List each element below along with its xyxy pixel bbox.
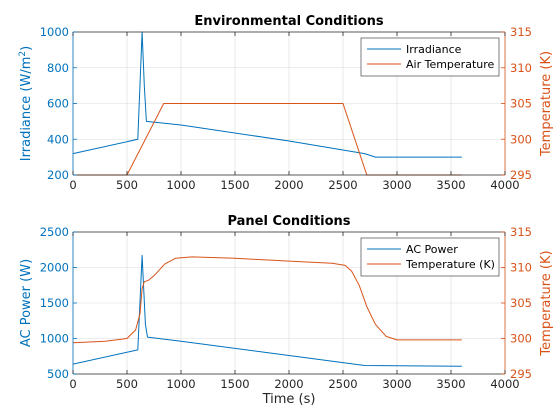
legend-entry: Air Temperature xyxy=(406,58,495,71)
y-left-tick-label: 600 xyxy=(47,97,69,111)
x-tick-label: 3000 xyxy=(382,178,411,192)
y-left-tick-label: 200 xyxy=(47,168,69,182)
x-axis-label: Time (s) xyxy=(262,392,316,407)
legend: Irradiance Air Temperature xyxy=(360,37,500,77)
x-tick-label: 2500 xyxy=(328,377,357,391)
y-left-tick-label: 1000 xyxy=(40,332,69,346)
y-left-tick-label: 2500 xyxy=(40,225,69,239)
series-line-irradiance xyxy=(72,31,462,158)
x-tick-label: 2000 xyxy=(274,377,303,391)
y-right-tick-label: 300 xyxy=(510,332,532,346)
y-right-tick-label: 295 xyxy=(510,168,532,182)
y-right-tick-label: 305 xyxy=(510,296,532,310)
y-left-axis-label: AC Power (W) xyxy=(19,259,34,347)
x-tick-label: 3500 xyxy=(436,178,465,192)
y-left-tick-label: 800 xyxy=(47,61,69,75)
chart-title: Panel Conditions xyxy=(227,214,350,229)
x-tick-label: 0 xyxy=(69,178,76,192)
y-left-tick-label: 1500 xyxy=(40,296,69,310)
x-tick-label: 1500 xyxy=(220,178,249,192)
x-tick-label: 1000 xyxy=(166,178,195,192)
y-left-tick-label: 500 xyxy=(47,367,69,381)
legend-box xyxy=(360,37,500,77)
x-tick-label: 1500 xyxy=(220,377,249,391)
series-line-ac-power xyxy=(72,254,462,367)
environmental-conditions-chart: 0 500 1000 1500 2000 2500 3000 3500 4000 200 400 60… xyxy=(18,14,554,192)
x-tick-label: 0 xyxy=(69,377,76,391)
panel-conditions-chart: 0 500 1000 1500 2000 2500 3000 3500 400050010001… xyxy=(19,214,554,407)
y-right-tick-label: 305 xyxy=(510,97,532,111)
y-left-label-prefix: Irradiance (W/m xyxy=(19,57,34,162)
legend-box xyxy=(360,237,500,277)
y-left-axis-label: Irradiance (W/m2) xyxy=(18,46,34,161)
y-right-tick-label: 310 xyxy=(510,261,532,275)
y-right-tick-label: 315 xyxy=(510,225,532,239)
x-tick-label: 4000 xyxy=(490,178,519,192)
legend-entry: Irradiance xyxy=(406,43,462,56)
y-left-label-suffix: ) xyxy=(19,46,34,51)
legend: AC Power Temperature (K) xyxy=(360,237,500,277)
x-tick-label: 3000 xyxy=(382,377,411,391)
x-tick-label: 4000 xyxy=(490,377,519,391)
y-right-axis-label: Temperature (K) xyxy=(539,51,554,157)
x-tick-label: 500 xyxy=(116,178,138,192)
x-tick-label: 2500 xyxy=(328,178,357,192)
y-right-tick-label: 300 xyxy=(510,132,532,146)
x-tick-label: 500 xyxy=(116,377,138,391)
chart-title: Environmental Conditions xyxy=(194,14,384,29)
y-right-tick-label: 315 xyxy=(510,25,532,39)
x-tick-label: 1000 xyxy=(166,377,195,391)
y-left-tick-label: 400 xyxy=(47,132,69,146)
legend-entry: Temperature (K) xyxy=(405,258,495,271)
y-right-tick-label: 295 xyxy=(510,367,532,381)
x-tick-label: 2000 xyxy=(274,178,303,192)
y-right-tick-label: 310 xyxy=(510,61,532,75)
y-left-label-superscript: 2 xyxy=(18,51,28,57)
y-right-axis-label: Temperature (K) xyxy=(539,250,554,356)
x-tick-label: 3500 xyxy=(436,377,465,391)
y-left-tick-label: 1000 xyxy=(40,25,69,39)
series-line-temperature-k xyxy=(72,256,462,344)
y-left-tick-label: 2000 xyxy=(40,261,69,275)
legend-entry: AC Power xyxy=(406,243,458,256)
